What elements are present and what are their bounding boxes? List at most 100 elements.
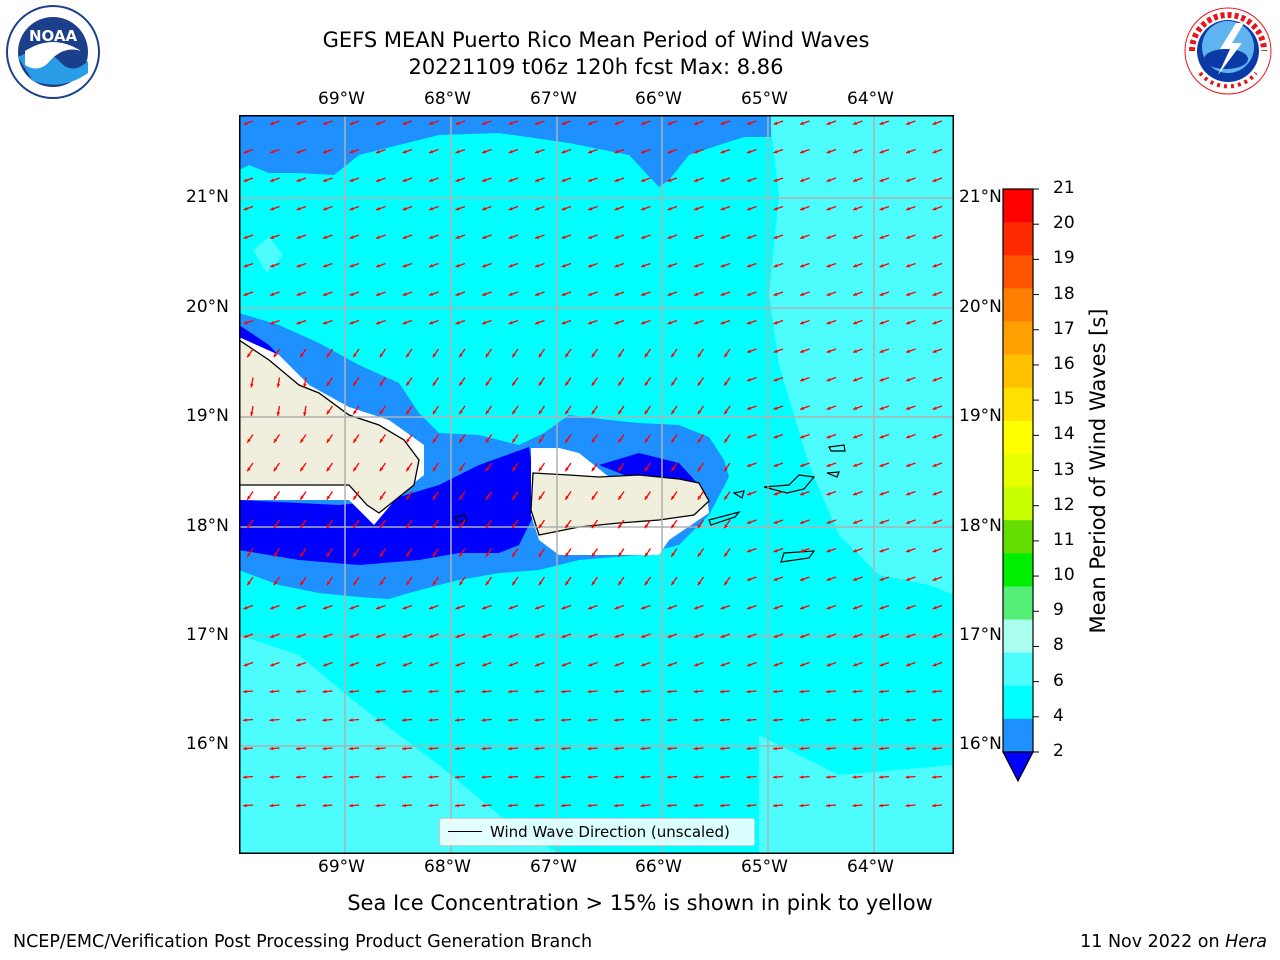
wind-arrow-head	[932, 349, 937, 353]
wind-arrow-head	[644, 581, 649, 586]
wind-arrow-head	[614, 235, 619, 239]
wind-arrow-head	[485, 524, 490, 529]
wind-arrow-head	[614, 634, 619, 638]
wind-arrow-head	[697, 524, 702, 529]
wind-arrow-head	[773, 292, 778, 296]
wind-arrow-head	[614, 178, 619, 182]
wind-arrow-head	[853, 321, 858, 325]
wind-arrow-head	[432, 581, 437, 586]
wind-arrow-head	[379, 495, 384, 500]
wind-arrow-head	[853, 150, 858, 154]
wind-arrow-head	[508, 718, 512, 722]
wind-arrow-head	[591, 552, 596, 557]
wind-arrow-head	[376, 150, 381, 154]
wind-arrow-head	[459, 495, 463, 500]
wind-arrow-head	[349, 264, 354, 268]
wind-arrow-head	[826, 492, 831, 496]
wind-arrow-head	[641, 207, 646, 211]
footer-date: 11 Nov 2022 on Hera	[1080, 932, 1267, 952]
wind-arrow-head	[376, 321, 381, 325]
wind-arrow-head	[588, 321, 593, 325]
wind-arrow-head	[667, 663, 672, 667]
wind-arrow-head	[800, 321, 805, 325]
wind-arrow-head	[243, 207, 248, 211]
wind-arrow-head	[428, 803, 433, 808]
wind-arrow-head	[671, 438, 675, 443]
wind-arrow-head	[508, 689, 512, 694]
wind-arrow-head	[296, 689, 300, 694]
wind-arrow-head	[879, 577, 884, 581]
wind-arrow-head	[747, 121, 752, 125]
wind-arrow-head	[932, 150, 937, 154]
wind-arrow-head	[879, 435, 884, 439]
wind-arrow-head	[455, 718, 459, 722]
wind-arrow-head	[455, 803, 459, 808]
wind-arrow-head	[375, 803, 380, 808]
wind-arrow-head	[455, 634, 460, 638]
wind-arrow-head	[618, 581, 622, 586]
colorbar-tick: 18	[1053, 283, 1075, 304]
wind-arrow-head	[853, 549, 858, 553]
wind-arrow-head	[746, 718, 751, 722]
wind-arrow-head	[906, 235, 911, 239]
wind-arrow-head	[326, 495, 331, 500]
wind-arrow-head	[618, 495, 622, 500]
wind-arrow-head	[243, 689, 247, 694]
wind-arrow-head	[270, 634, 275, 638]
wind-arrow-head	[826, 378, 831, 382]
wind-arrow-head	[561, 292, 566, 296]
wind-arrow-head	[826, 746, 830, 751]
wind-arrow-head	[720, 718, 724, 722]
wind-arrow-head	[853, 492, 858, 496]
wind-arrow-head	[459, 410, 463, 415]
wind-arrow-head	[296, 207, 301, 211]
wind-arrow-head	[879, 349, 884, 353]
wind-arrow-head	[587, 803, 592, 808]
wind-arrow-head	[276, 411, 281, 416]
wind-arrow-head	[353, 552, 357, 557]
wind-arrow-head	[747, 207, 752, 211]
wind-arrow-head	[353, 381, 357, 386]
wind-arrow-head	[485, 581, 490, 586]
wind-arrow-head	[455, 264, 460, 268]
wind-arrow-head	[406, 552, 410, 557]
wind-arrow-head	[376, 634, 381, 638]
lon-tick-bottom: 68°W	[424, 857, 471, 877]
wind-arrow-head	[618, 467, 622, 472]
wind-arrow-head	[720, 803, 724, 808]
lon-tick-bottom: 69°W	[318, 857, 365, 877]
wind-arrow-head	[853, 178, 858, 182]
wind-arrow-head	[243, 803, 247, 808]
wind-arrow-head	[879, 264, 884, 268]
dark-blue-pr-north	[599, 453, 699, 485]
light-cyan-east	[769, 115, 954, 595]
wind-arrow-head	[720, 663, 725, 667]
wind-arrow-head	[270, 207, 275, 211]
wind-arrow-head	[618, 353, 622, 358]
wind-arrow-head	[353, 438, 357, 443]
wind-arrow-head	[747, 435, 752, 439]
wind-arrow-head	[482, 235, 487, 239]
wind-arrow-head	[482, 634, 487, 638]
wind-arrow-head	[591, 410, 596, 415]
wind-arrow-head	[322, 803, 327, 808]
wind-arrow-head	[481, 689, 486, 694]
wind-arrow-head	[455, 775, 459, 779]
wind-arrow-head	[853, 663, 858, 667]
wind-arrow-head	[800, 492, 805, 496]
wind-arrow-head	[402, 321, 407, 325]
wind-arrow-head	[906, 435, 911, 439]
wind-arrow-head	[747, 150, 752, 154]
wind-arrow-head	[379, 552, 384, 557]
wind-arrow-head	[879, 207, 884, 211]
wind-arrow-head	[906, 321, 911, 325]
wind-arrow-head	[432, 495, 437, 500]
colorbar-segment	[1003, 652, 1033, 687]
wind-arrow-head	[561, 235, 566, 239]
wind-arrow-head	[667, 235, 672, 239]
wind-arrow-head	[826, 150, 831, 154]
wind-arrow-head	[879, 235, 884, 239]
wind-arrow-head	[773, 150, 778, 154]
wind-arrow-head	[535, 264, 540, 268]
wind-arrow-head	[247, 467, 251, 472]
